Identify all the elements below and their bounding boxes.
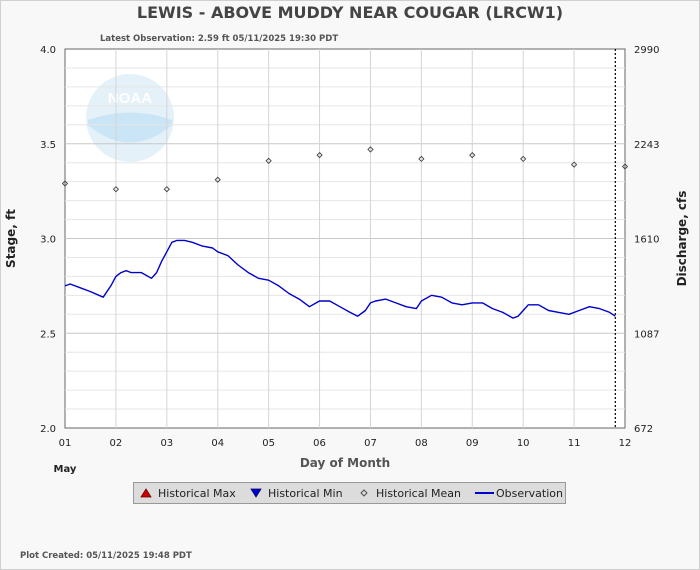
legend-min-label: Historical Min xyxy=(268,487,343,500)
x-tick-label: 12 xyxy=(619,438,632,449)
x-tick-label: 06 xyxy=(313,438,326,449)
y-tick-label: 2.0 xyxy=(40,424,56,435)
latest-observation: Latest Observation: 2.59 ft 05/11/2025 1… xyxy=(100,34,339,44)
mean-point xyxy=(469,151,476,159)
y2-tick-label: 1087 xyxy=(634,329,659,340)
x-tick-label: 01 xyxy=(59,438,72,449)
mean-point xyxy=(570,161,578,168)
y2-tick-label: 1610 xyxy=(634,235,659,246)
x-sublabel: May xyxy=(54,464,77,475)
mean-point xyxy=(316,151,323,159)
mean-point xyxy=(112,186,120,193)
noaa-logo-wave xyxy=(88,112,172,143)
legend-observation-symbol xyxy=(475,492,494,494)
mean-point xyxy=(265,157,272,164)
x-tick-label: 09 xyxy=(466,438,479,449)
y-axis-title: Stage, ft xyxy=(4,209,18,268)
mean-point xyxy=(61,180,69,187)
legend: Historical Max Historical Min Historical… xyxy=(133,482,566,504)
legend-min-symbol xyxy=(250,488,262,498)
y2-tick-label: 2243 xyxy=(634,140,659,151)
legend-mean-symbol xyxy=(360,489,368,497)
mean-point xyxy=(520,155,527,163)
mean-point xyxy=(163,186,170,193)
plot-created: Plot Created: 05/11/2025 19:48 PDT xyxy=(20,551,192,561)
mean-point xyxy=(418,155,425,163)
mean-point xyxy=(214,176,221,183)
x-tick-label: 11 xyxy=(568,438,581,449)
y-tick-label: 2.5 xyxy=(40,329,56,340)
x-tick-label: 03 xyxy=(160,438,173,449)
y2-tick-label: 672 xyxy=(634,424,653,435)
legend-max-label: Historical Max xyxy=(158,487,236,500)
y-tick-label: 4.0 xyxy=(40,45,56,56)
noaa-logo: NOAA xyxy=(86,74,174,162)
chart-title: LEWIS - ABOVE MUDDY NEAR COUGAR (LRCW1) xyxy=(136,3,564,22)
mean-point xyxy=(367,146,374,153)
x-tick-label: 02 xyxy=(110,438,123,449)
y-tick-label: 3.0 xyxy=(40,235,56,246)
legend-observation-label: Observation xyxy=(496,487,563,500)
y-tick-label: 3.5 xyxy=(40,140,56,151)
x-tick-label: 05 xyxy=(262,438,275,449)
noaa-logo-text: NOAA xyxy=(108,90,152,107)
axis-tick-labels: 01 02 03 04 05 06 07 08 09 10 11 12 May Day of Month 2… xyxy=(4,45,689,475)
y2-axis-title: Discharge, cfs xyxy=(675,191,689,287)
x-tick-label: 10 xyxy=(517,438,530,449)
mean-point xyxy=(621,163,629,170)
chart-marks xyxy=(61,49,629,428)
observation-line xyxy=(64,239,616,319)
grid-lines xyxy=(65,49,625,428)
x-tick-label: 04 xyxy=(211,438,224,449)
legend-mean-label: Historical Mean xyxy=(376,487,461,500)
x-axis-title: Day of Month xyxy=(300,456,390,470)
y2-tick-label: 2990 xyxy=(634,45,659,56)
x-tick-label: 07 xyxy=(364,438,377,449)
x-tick-label: 08 xyxy=(415,438,428,449)
legend-max-symbol xyxy=(140,488,152,498)
